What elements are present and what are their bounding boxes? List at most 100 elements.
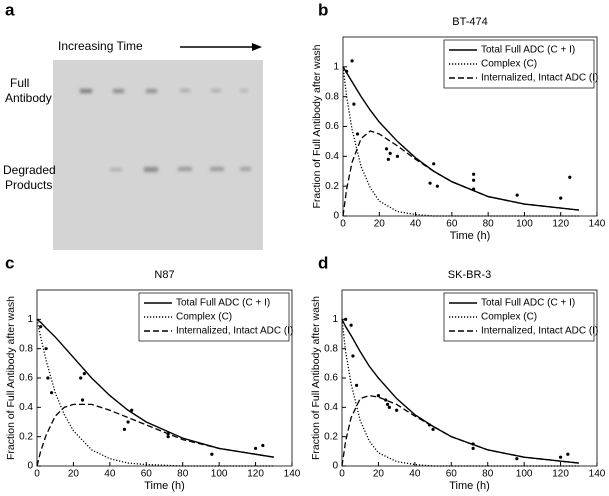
y-tick-label: 1: [333, 61, 339, 72]
legend-label: Total Full ADC (C + I): [176, 298, 270, 309]
data-point: [385, 402, 390, 406]
arrow-label: Increasing Time: [58, 39, 143, 53]
data-point: [39, 325, 43, 329]
data-point: [166, 435, 170, 439]
y-tick-label: 0: [332, 461, 338, 472]
data-point: [471, 446, 475, 450]
x-tick-label: 0: [340, 219, 346, 230]
y-tick-label: 0: [333, 211, 339, 222]
data-point: [349, 323, 353, 327]
chart-title: SK-BR-3: [448, 269, 491, 281]
data-point: [351, 354, 355, 358]
y-tick-label: 0.4: [324, 402, 338, 413]
y-tick-label: 0: [27, 461, 33, 472]
x-tick-label: 80: [177, 469, 189, 480]
x-tick-label: 20: [68, 469, 80, 480]
legend-label: Complex (C): [481, 312, 537, 323]
data-point: [350, 59, 354, 63]
y-tick-label: 1: [332, 314, 338, 325]
x-tick-label: 80: [483, 219, 495, 230]
y-tick-label: 0.6: [325, 121, 339, 132]
data-point: [568, 175, 572, 179]
legend-label: Total Full ADC (C + I): [481, 45, 575, 56]
x-tick-label: 120: [552, 469, 569, 480]
x-tick-label: 140: [284, 469, 301, 480]
x-tick-label: 20: [374, 219, 386, 230]
data-point: [432, 162, 436, 166]
legend-label: Complex (C): [176, 312, 232, 323]
data-point: [386, 157, 390, 161]
y-tick-label: 1: [27, 314, 33, 325]
y-tick-label: 0.4: [325, 151, 339, 162]
legend-label: Internalized, Intact ADC (I): [481, 326, 598, 337]
y-axis-label: Fraction of Full Antibody after wash: [311, 44, 323, 208]
x-tick-label: 0: [34, 469, 40, 480]
data-point: [559, 196, 563, 200]
chart-title: N87: [154, 269, 174, 281]
data-point: [44, 347, 48, 351]
legend-label: Complex (C): [481, 59, 537, 70]
data-point: [261, 443, 265, 448]
y-tick-label: 0.2: [324, 431, 338, 442]
data-point: [472, 187, 476, 191]
panel-label: c: [5, 253, 14, 272]
y-axis-label: Fraction of Full Antibody after wash: [310, 296, 322, 460]
x-tick-label: 60: [446, 219, 458, 230]
legend-label: Internalized, Intact ADC (I): [481, 73, 598, 84]
band-label: Products: [5, 178, 52, 192]
panel-label: d: [318, 253, 328, 272]
data-point: [515, 457, 519, 461]
x-tick-label: 40: [410, 219, 422, 230]
legend-label: Total Full ADC (C + I): [481, 298, 575, 309]
data-point: [388, 151, 392, 155]
data-point: [395, 154, 400, 158]
x-tick-label: 80: [482, 469, 494, 480]
y-tick-label: 0.6: [324, 373, 338, 384]
legend-label: Internalized, Intact ADC (I): [176, 326, 293, 337]
x-tick-label: 140: [589, 469, 606, 480]
series-line: [36, 319, 274, 467]
data-point: [472, 172, 476, 176]
panel-label: a: [5, 0, 15, 19]
data-point: [472, 178, 476, 182]
y-tick-label: 0.8: [19, 343, 33, 354]
band-label: Full: [10, 76, 29, 90]
data-point: [387, 405, 391, 409]
data-point: [395, 408, 399, 412]
data-point: [130, 408, 134, 412]
data-point: [515, 193, 519, 197]
data-point: [79, 376, 83, 380]
data-point: [566, 452, 570, 456]
data-point: [126, 420, 130, 424]
x-tick-label: 0: [339, 469, 345, 480]
x-tick-label: 140: [589, 219, 606, 230]
series-line: [36, 403, 274, 467]
y-tick-label: 0.8: [325, 91, 339, 102]
band-label: Antibody: [5, 91, 52, 105]
data-point: [355, 132, 360, 136]
legend-box: [138, 292, 290, 342]
data-point: [558, 455, 563, 459]
legend-box: [443, 292, 595, 342]
series-line: [341, 394, 579, 467]
arrow-head: [252, 43, 262, 51]
x-axis-label: Time (h): [144, 480, 185, 492]
y-axis-label: Fraction of Full Antibody after wash: [5, 296, 17, 460]
data-point: [344, 317, 348, 321]
data-point: [352, 102, 356, 106]
y-tick-label: 0.4: [19, 402, 33, 413]
x-tick-label: 40: [409, 469, 421, 480]
data-point: [46, 376, 50, 380]
x-axis-label: Time (h): [449, 480, 490, 492]
data-point: [82, 372, 86, 376]
data-point: [166, 432, 170, 436]
data-point: [122, 427, 127, 431]
data-point: [376, 394, 381, 398]
x-axis-label: Time (h): [450, 230, 491, 242]
data-point: [471, 442, 475, 446]
x-tick-label: 60: [446, 469, 458, 480]
x-tick-label: 40: [104, 469, 116, 480]
series-line: [342, 66, 579, 217]
